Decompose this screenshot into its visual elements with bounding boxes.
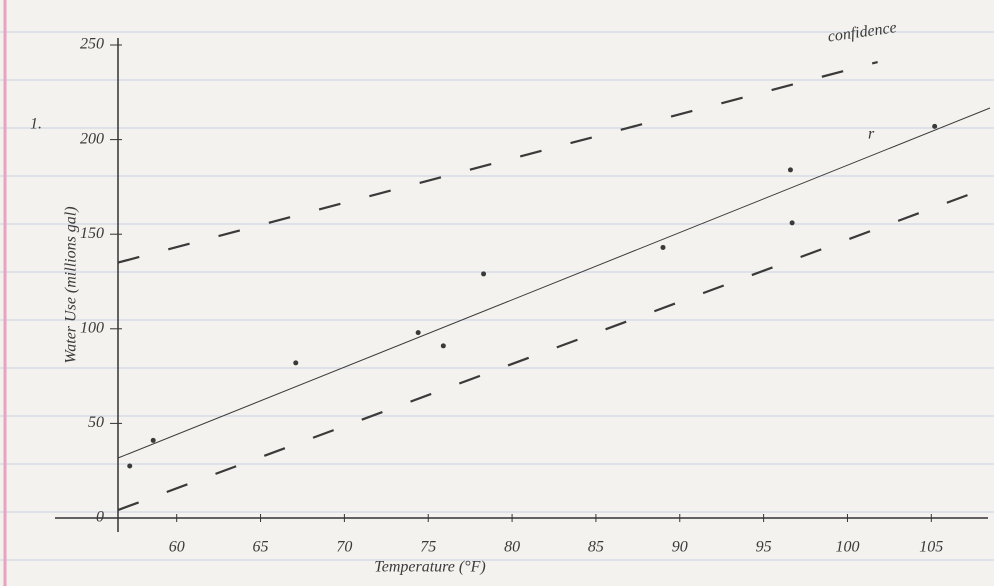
point: [481, 271, 486, 276]
annotation: r: [868, 126, 875, 143]
y-tick-label: 150: [80, 225, 104, 242]
x-tick-label: 85: [588, 539, 604, 556]
x-tick-label: 95: [756, 539, 772, 556]
x-tick-label: 90: [672, 539, 688, 556]
x-tick-label: 100: [835, 539, 859, 556]
regression-line: [118, 108, 990, 458]
y-tick-label: 50: [88, 414, 104, 431]
y-axis-label: Water Use (millions gal): [63, 206, 80, 363]
point: [127, 463, 132, 468]
x-tick-label: 105: [919, 539, 943, 556]
annotation: confidence: [827, 19, 898, 45]
point: [932, 124, 937, 129]
point: [293, 360, 298, 365]
x-tick-label: 65: [253, 539, 269, 556]
x-tick-label: 70: [336, 539, 352, 556]
page: {"chart_data": {"type": "scatter", "x_la…: [0, 0, 994, 586]
chart: 1. confidence r Water Use (millions gal)…: [0, 0, 994, 586]
annotation: 1.: [30, 116, 42, 133]
y-tick-label: 0: [96, 509, 104, 526]
x-tick-label: 60: [169, 539, 185, 556]
x-tick-label: 80: [504, 539, 520, 556]
point: [661, 245, 666, 250]
y-tick-label: 200: [80, 130, 104, 147]
x-axis-label: Temperature (°F): [374, 559, 485, 576]
confidence-band: [118, 188, 987, 510]
confidence-band: [118, 62, 878, 263]
point: [416, 330, 421, 335]
y-tick-label: 250: [80, 36, 104, 53]
y-tick-label: 100: [80, 319, 104, 336]
point: [151, 438, 156, 443]
paper-lines: [0, 0, 994, 586]
point: [441, 343, 446, 348]
x-tick-label: 75: [420, 539, 436, 556]
point: [788, 167, 793, 172]
point: [790, 220, 795, 225]
